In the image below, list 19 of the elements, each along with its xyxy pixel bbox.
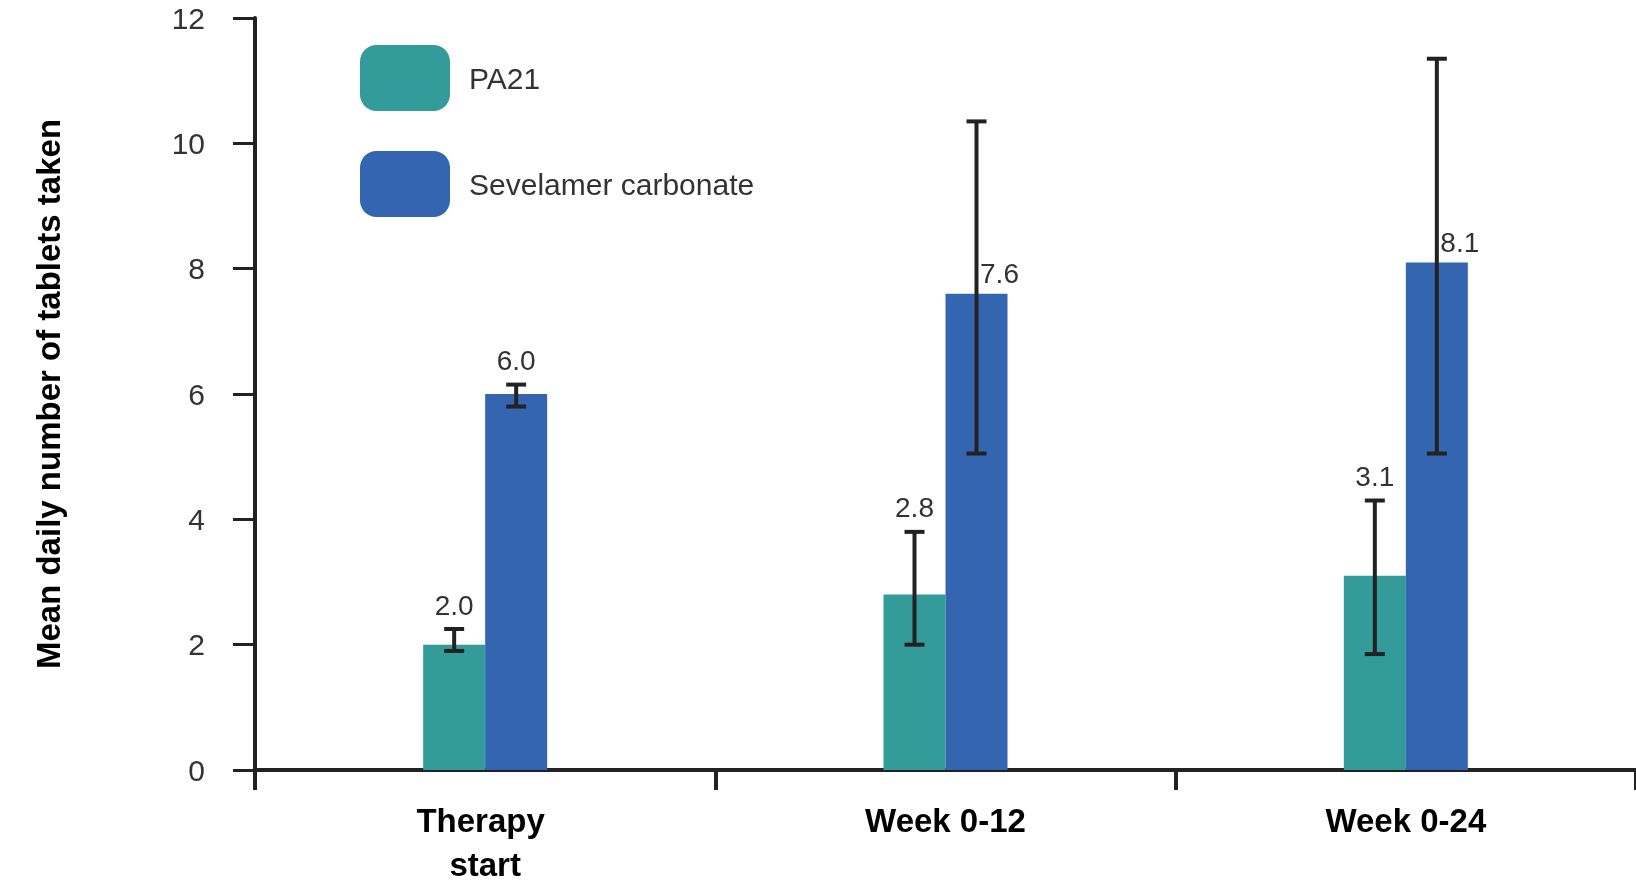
y-tick-label: 6 (188, 377, 205, 411)
data-label: 3.1 (1355, 461, 1395, 493)
y-tick-label: 12 (171, 1, 205, 35)
y-tick-label: 0 (188, 753, 205, 787)
y-tick-label: 8 (188, 252, 205, 286)
data-label: 2.8 (895, 492, 934, 524)
x-tick-label: Week 0-12 (865, 801, 1026, 839)
data-label: 7.6 (980, 258, 1019, 290)
data-label: 8.1 (1440, 226, 1480, 258)
y-tick-label: 10 (171, 126, 205, 160)
y-axis-title: Mean daily number of tablets taken (30, 118, 67, 670)
legend-label: Sevelamer carbonate (469, 167, 755, 201)
y-tick-label: 2 (188, 628, 205, 662)
x-tick-label: Therapy start (416, 801, 554, 883)
x-tick-label: Week 0-24 (1325, 801, 1487, 839)
data-label: 6.0 (496, 345, 536, 377)
data-label: 2.0 (434, 589, 474, 621)
y-tick-label: 4 (188, 502, 205, 536)
legend-label: PA21 (469, 61, 541, 95)
